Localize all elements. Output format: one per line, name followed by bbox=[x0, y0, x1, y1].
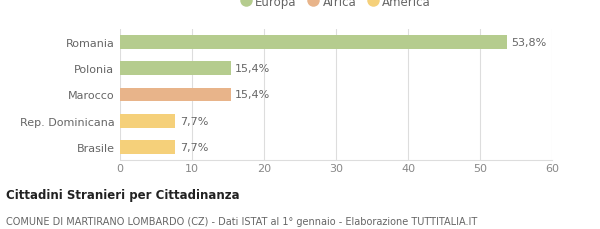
Text: 53,8%: 53,8% bbox=[512, 38, 547, 47]
Text: 15,4%: 15,4% bbox=[235, 90, 271, 100]
Text: Cittadini Stranieri per Cittadinanza: Cittadini Stranieri per Cittadinanza bbox=[6, 188, 239, 201]
Bar bbox=[120, 141, 175, 154]
Bar bbox=[120, 62, 231, 76]
Legend: Europa, Africa, America: Europa, Africa, America bbox=[236, 0, 436, 14]
Text: 7,7%: 7,7% bbox=[180, 143, 208, 153]
Bar bbox=[120, 36, 508, 49]
Bar bbox=[120, 88, 231, 102]
Bar bbox=[120, 114, 175, 128]
Text: 15,4%: 15,4% bbox=[235, 64, 271, 74]
Text: 7,7%: 7,7% bbox=[180, 116, 208, 126]
Text: COMUNE DI MARTIRANO LOMBARDO (CZ) - Dati ISTAT al 1° gennaio - Elaborazione TUTT: COMUNE DI MARTIRANO LOMBARDO (CZ) - Dati… bbox=[6, 216, 477, 226]
